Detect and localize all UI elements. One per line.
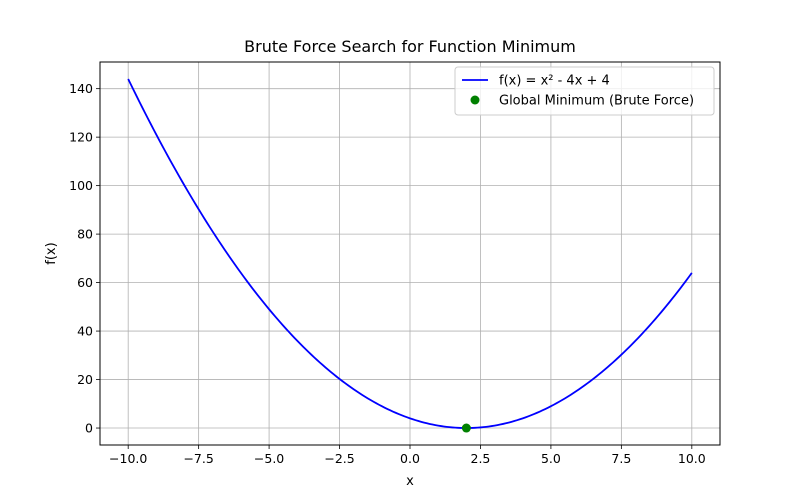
legend-label-function: f(x) = x² - 4x + 4 bbox=[499, 74, 610, 89]
chart-title: Brute Force Search for Function Minimum bbox=[244, 37, 576, 56]
x-tick-label: −2.5 bbox=[324, 451, 354, 466]
x-tick-label: 2.5 bbox=[471, 451, 491, 466]
y-tick-label: 120 bbox=[69, 130, 93, 145]
series-layer bbox=[127, 78, 693, 433]
legend-label-minimum: Global Minimum (Brute Force) bbox=[499, 94, 694, 109]
grid bbox=[100, 62, 720, 445]
legend: f(x) = x² - 4x + 4 Global Minimum (Brute… bbox=[454, 66, 715, 116]
x-tick-label: 5.0 bbox=[541, 451, 561, 466]
x-tick-label: −7.5 bbox=[183, 451, 213, 466]
series-line-function bbox=[127, 78, 693, 429]
y-tick-label: 100 bbox=[69, 178, 93, 193]
x-axis-label: x bbox=[406, 474, 414, 489]
y-tick-label: 40 bbox=[77, 324, 93, 339]
x-tick-label: 7.5 bbox=[611, 451, 631, 466]
x-tick-label: −10.0 bbox=[109, 451, 147, 466]
global-minimum-point bbox=[461, 423, 471, 433]
ticks: −10.0 −7.5 −5.0 −2.5 0.0 2.5 5.0 7.5 10.0 0 20 40 60… bbox=[69, 81, 706, 466]
legend-box bbox=[454, 66, 715, 116]
y-tick-label: 0 bbox=[85, 421, 93, 436]
y-tick-label: 20 bbox=[77, 372, 93, 387]
legend-marker-swatch bbox=[470, 95, 480, 105]
x-tick-label: 0.0 bbox=[400, 451, 420, 466]
x-tick-label: −5.0 bbox=[254, 451, 284, 466]
y-tick-label: 80 bbox=[77, 227, 93, 242]
x-tick-label: 10.0 bbox=[678, 451, 706, 466]
y-axis-label: f(x) bbox=[44, 242, 59, 264]
y-tick-label: 60 bbox=[77, 275, 93, 290]
y-tick-label: 140 bbox=[69, 81, 93, 96]
